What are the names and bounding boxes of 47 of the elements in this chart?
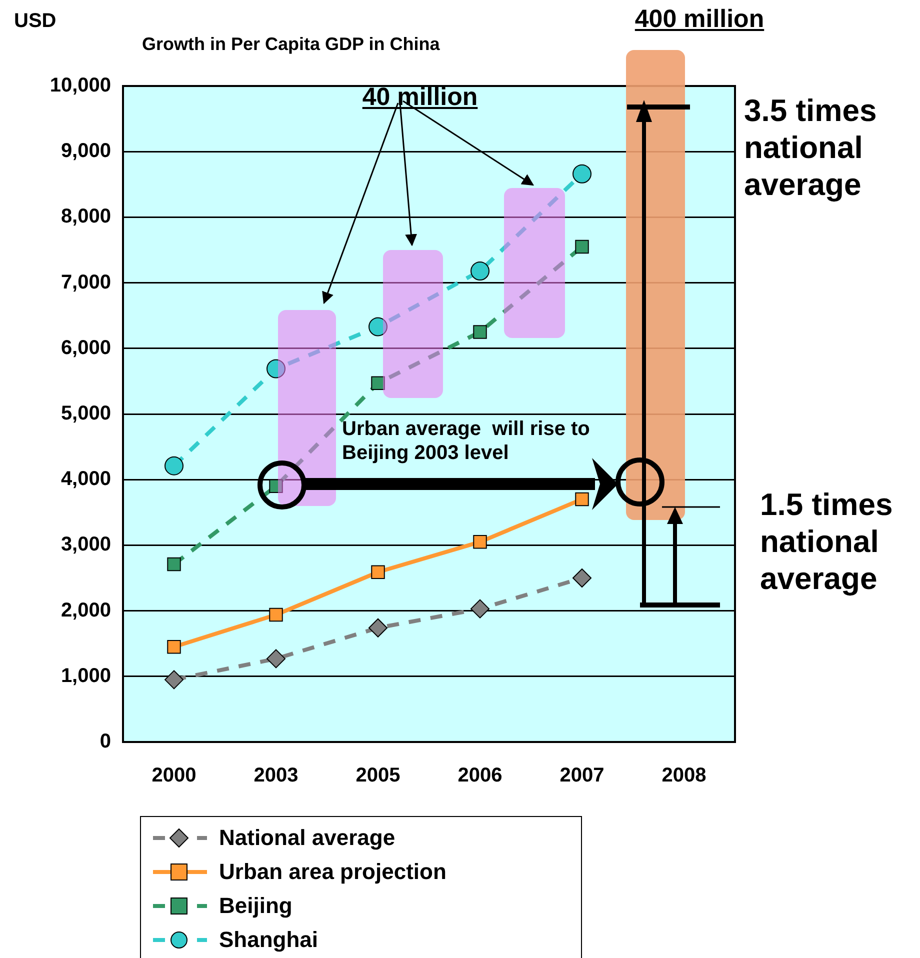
point <box>266 359 286 378</box>
legend-label: Urban area projection <box>219 859 446 885</box>
text: 1.5 times national average <box>760 486 894 598</box>
point <box>368 317 388 336</box>
legend-label: Beijing <box>219 893 292 919</box>
legend-label: National average <box>219 825 396 851</box>
point <box>266 649 286 668</box>
x-tick-label: 2008 <box>662 764 706 787</box>
x-tick-label: 2007 <box>560 764 604 787</box>
annotation: 40 million <box>361 82 479 112</box>
y-tick-label: 3,000 <box>60 534 111 556</box>
y-tick-label: 6,000 <box>60 336 111 359</box>
annotation: Urban average will rise to Beijing 2003 level <box>342 417 591 465</box>
point <box>371 565 385 579</box>
y-tick-label: 4,000 <box>60 468 111 490</box>
point <box>575 240 589 254</box>
text: 400 million <box>634 4 766 34</box>
x-tick-label: 2003 <box>254 764 298 787</box>
chart-title: Growth in Per Capita GDP in China <box>142 34 440 55</box>
point <box>368 618 388 638</box>
point <box>269 608 283 622</box>
text: 3.5 times national average <box>744 92 878 204</box>
y-tick-label: 5,000 <box>60 402 111 425</box>
point <box>572 164 592 184</box>
y-tick-label: 9,000 <box>60 140 111 162</box>
y-tick-label: 0 <box>100 730 111 753</box>
point <box>473 325 487 339</box>
y-tick-label: 10,000 <box>50 74 111 97</box>
point <box>470 599 490 618</box>
legend-label: Shanghai <box>219 927 318 953</box>
y-tick-label: 2,000 <box>60 599 111 622</box>
y-tick-label: 8,000 <box>60 206 111 228</box>
point <box>167 640 181 654</box>
point <box>167 557 181 572</box>
point <box>473 535 487 549</box>
x-tick-label: 2005 <box>356 764 400 787</box>
point <box>164 670 184 690</box>
point <box>164 456 184 476</box>
point <box>470 261 490 280</box>
y-tick-label: 1,000 <box>60 664 111 687</box>
point <box>572 568 592 588</box>
x-tick-label: 2006 <box>458 764 502 787</box>
x-tick-label: 2000 <box>152 764 196 787</box>
point <box>371 376 385 390</box>
point <box>575 492 589 506</box>
y-axis-title: USD <box>14 10 56 33</box>
y-tick-label: 7,000 <box>60 271 111 294</box>
